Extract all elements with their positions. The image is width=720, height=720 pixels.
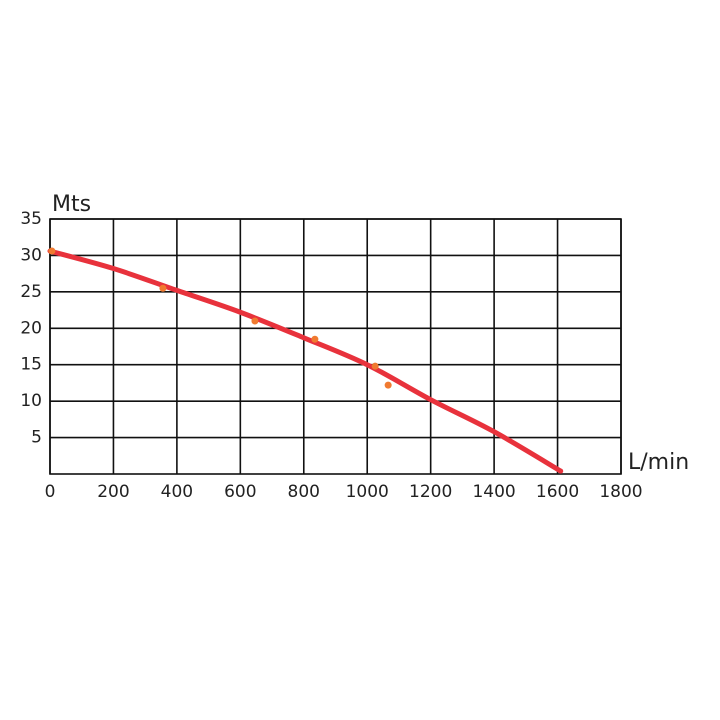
x-tick-label: 400 [161, 482, 193, 502]
data-point [159, 284, 167, 292]
x-tick-label: 1400 [472, 482, 515, 502]
y-axis-title: Mts [52, 192, 91, 217]
x-tick-label: 1600 [536, 482, 579, 502]
x-tick-label: 600 [224, 482, 256, 502]
y-tick-label: 5 [31, 428, 42, 448]
plot-frame [49, 218, 622, 475]
x-tick-label: 0 [45, 482, 56, 502]
y-tick-label: 10 [20, 391, 42, 411]
data-point [48, 247, 56, 255]
data-point [384, 381, 392, 389]
data-point [251, 317, 259, 325]
y-tick-label: 20 [20, 318, 42, 338]
x-axis-title: L/min [628, 450, 689, 475]
y-tick-label: 30 [20, 245, 42, 265]
x-tick-label: 1200 [409, 482, 452, 502]
y-tick-label: 35 [20, 209, 42, 229]
curve [47, 248, 564, 474]
y-tick-label: 25 [20, 282, 42, 302]
data-point [371, 362, 379, 370]
x-tick-label: 800 [288, 482, 320, 502]
data-point [311, 335, 319, 343]
x-tick-label: 1000 [346, 482, 389, 502]
y-tick-label: 15 [20, 355, 42, 375]
x-tick-label: 200 [97, 482, 129, 502]
x-tick-label: 1800 [599, 482, 642, 502]
